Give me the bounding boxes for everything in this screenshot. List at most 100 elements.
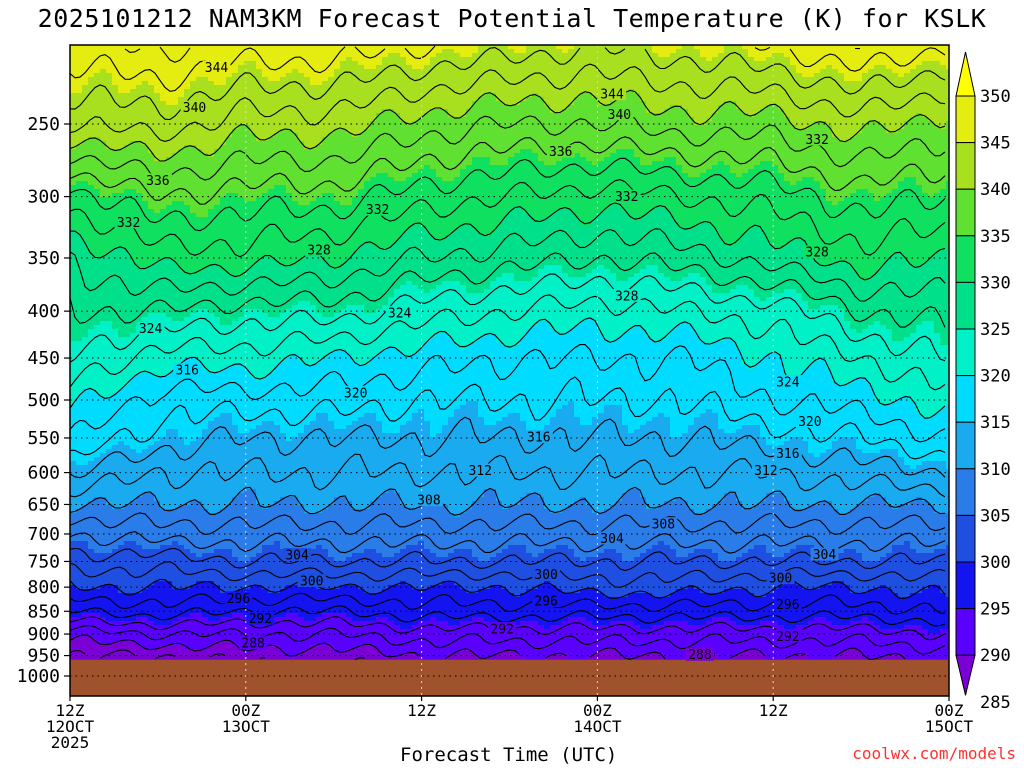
theta-cell [148,421,155,426]
theta-cell [160,529,167,534]
theta-cell [256,205,263,210]
theta-cell [112,453,119,458]
theta-cell [190,645,197,650]
theta-cell [238,445,245,450]
theta-cell [178,213,185,218]
theta-cell [154,593,161,598]
theta-cell [70,553,77,558]
theta-cell [82,357,89,362]
theta-cell [208,369,215,374]
theta-cell [214,85,221,90]
theta-cell [220,101,227,106]
theta-cell [172,205,179,210]
theta-cell [256,453,263,458]
theta-cell [112,289,119,294]
theta-cell [226,525,233,530]
theta-cell [178,617,185,622]
theta-cell [226,137,233,142]
theta-cell [196,477,203,482]
theta-cell [148,401,155,406]
theta-cell [244,185,251,190]
theta-cell [118,265,125,270]
theta-cell [112,329,119,334]
theta-cell [196,473,203,478]
theta-cell [184,261,191,266]
theta-cell [76,569,83,574]
theta-cell [172,357,179,362]
theta-cell [118,85,125,90]
theta-cell [154,97,161,102]
theta-cell [190,161,197,166]
theta-cell [94,125,101,130]
theta-cell [166,477,173,482]
theta-cell [94,429,101,434]
theta-cell [70,269,77,274]
theta-cell [82,485,89,490]
theta-cell [232,93,239,98]
theta-cell [76,281,83,286]
theta-cell [166,157,173,162]
theta-cell [226,309,233,314]
theta-cell [232,465,239,470]
theta-cell [118,409,125,414]
theta-cell [190,213,197,218]
theta-cell [82,441,89,446]
theta-cell [130,449,137,454]
theta-cell [238,377,245,382]
theta-cell [184,309,191,314]
theta-cell [226,389,233,394]
theta-cell [76,601,83,606]
theta-cell [256,61,263,66]
theta-cell [70,125,77,130]
theta-cell [94,77,101,82]
theta-cell [100,421,107,426]
theta-cell [250,493,257,498]
theta-cell [142,285,149,290]
theta-cell [124,325,131,330]
theta-cell [148,81,155,86]
theta-cell [262,297,269,302]
theta-cell [190,425,197,430]
theta-cell [124,293,131,298]
theta-cell [262,237,269,242]
theta-cell [70,501,77,506]
theta-cell [238,85,245,90]
theta-cell [232,581,239,586]
theta-cell [226,269,233,274]
theta-cell [190,85,197,90]
theta-cell [178,325,185,330]
theta-cell [94,529,101,534]
theta-cell [172,257,179,262]
theta-cell [118,101,125,106]
theta-cell [70,585,77,590]
theta-cell [250,221,257,226]
theta-cell [154,269,161,274]
theta-cell [112,205,119,210]
theta-cell [232,493,239,498]
theta-cell [238,165,245,170]
theta-cell [226,481,233,486]
theta-cell [82,461,89,466]
theta-cell [208,457,215,462]
theta-cell [106,605,113,610]
theta-cell [190,313,197,318]
theta-cell [244,189,251,194]
theta-cell [112,145,119,150]
theta-cell [256,93,263,98]
theta-cell [82,477,89,482]
theta-cell [118,653,125,658]
theta-cell [196,245,203,250]
theta-cell [214,145,221,150]
theta-cell [184,633,191,638]
theta-cell [190,137,197,142]
theta-cell [76,421,83,426]
theta-cell [220,81,227,86]
theta-cell [118,57,125,62]
theta-cell [172,93,179,98]
theta-cell [100,417,107,422]
theta-cell [106,81,113,86]
theta-cell [196,61,203,66]
theta-cell [70,469,77,474]
theta-cell [154,185,161,190]
theta-cell [148,393,155,398]
